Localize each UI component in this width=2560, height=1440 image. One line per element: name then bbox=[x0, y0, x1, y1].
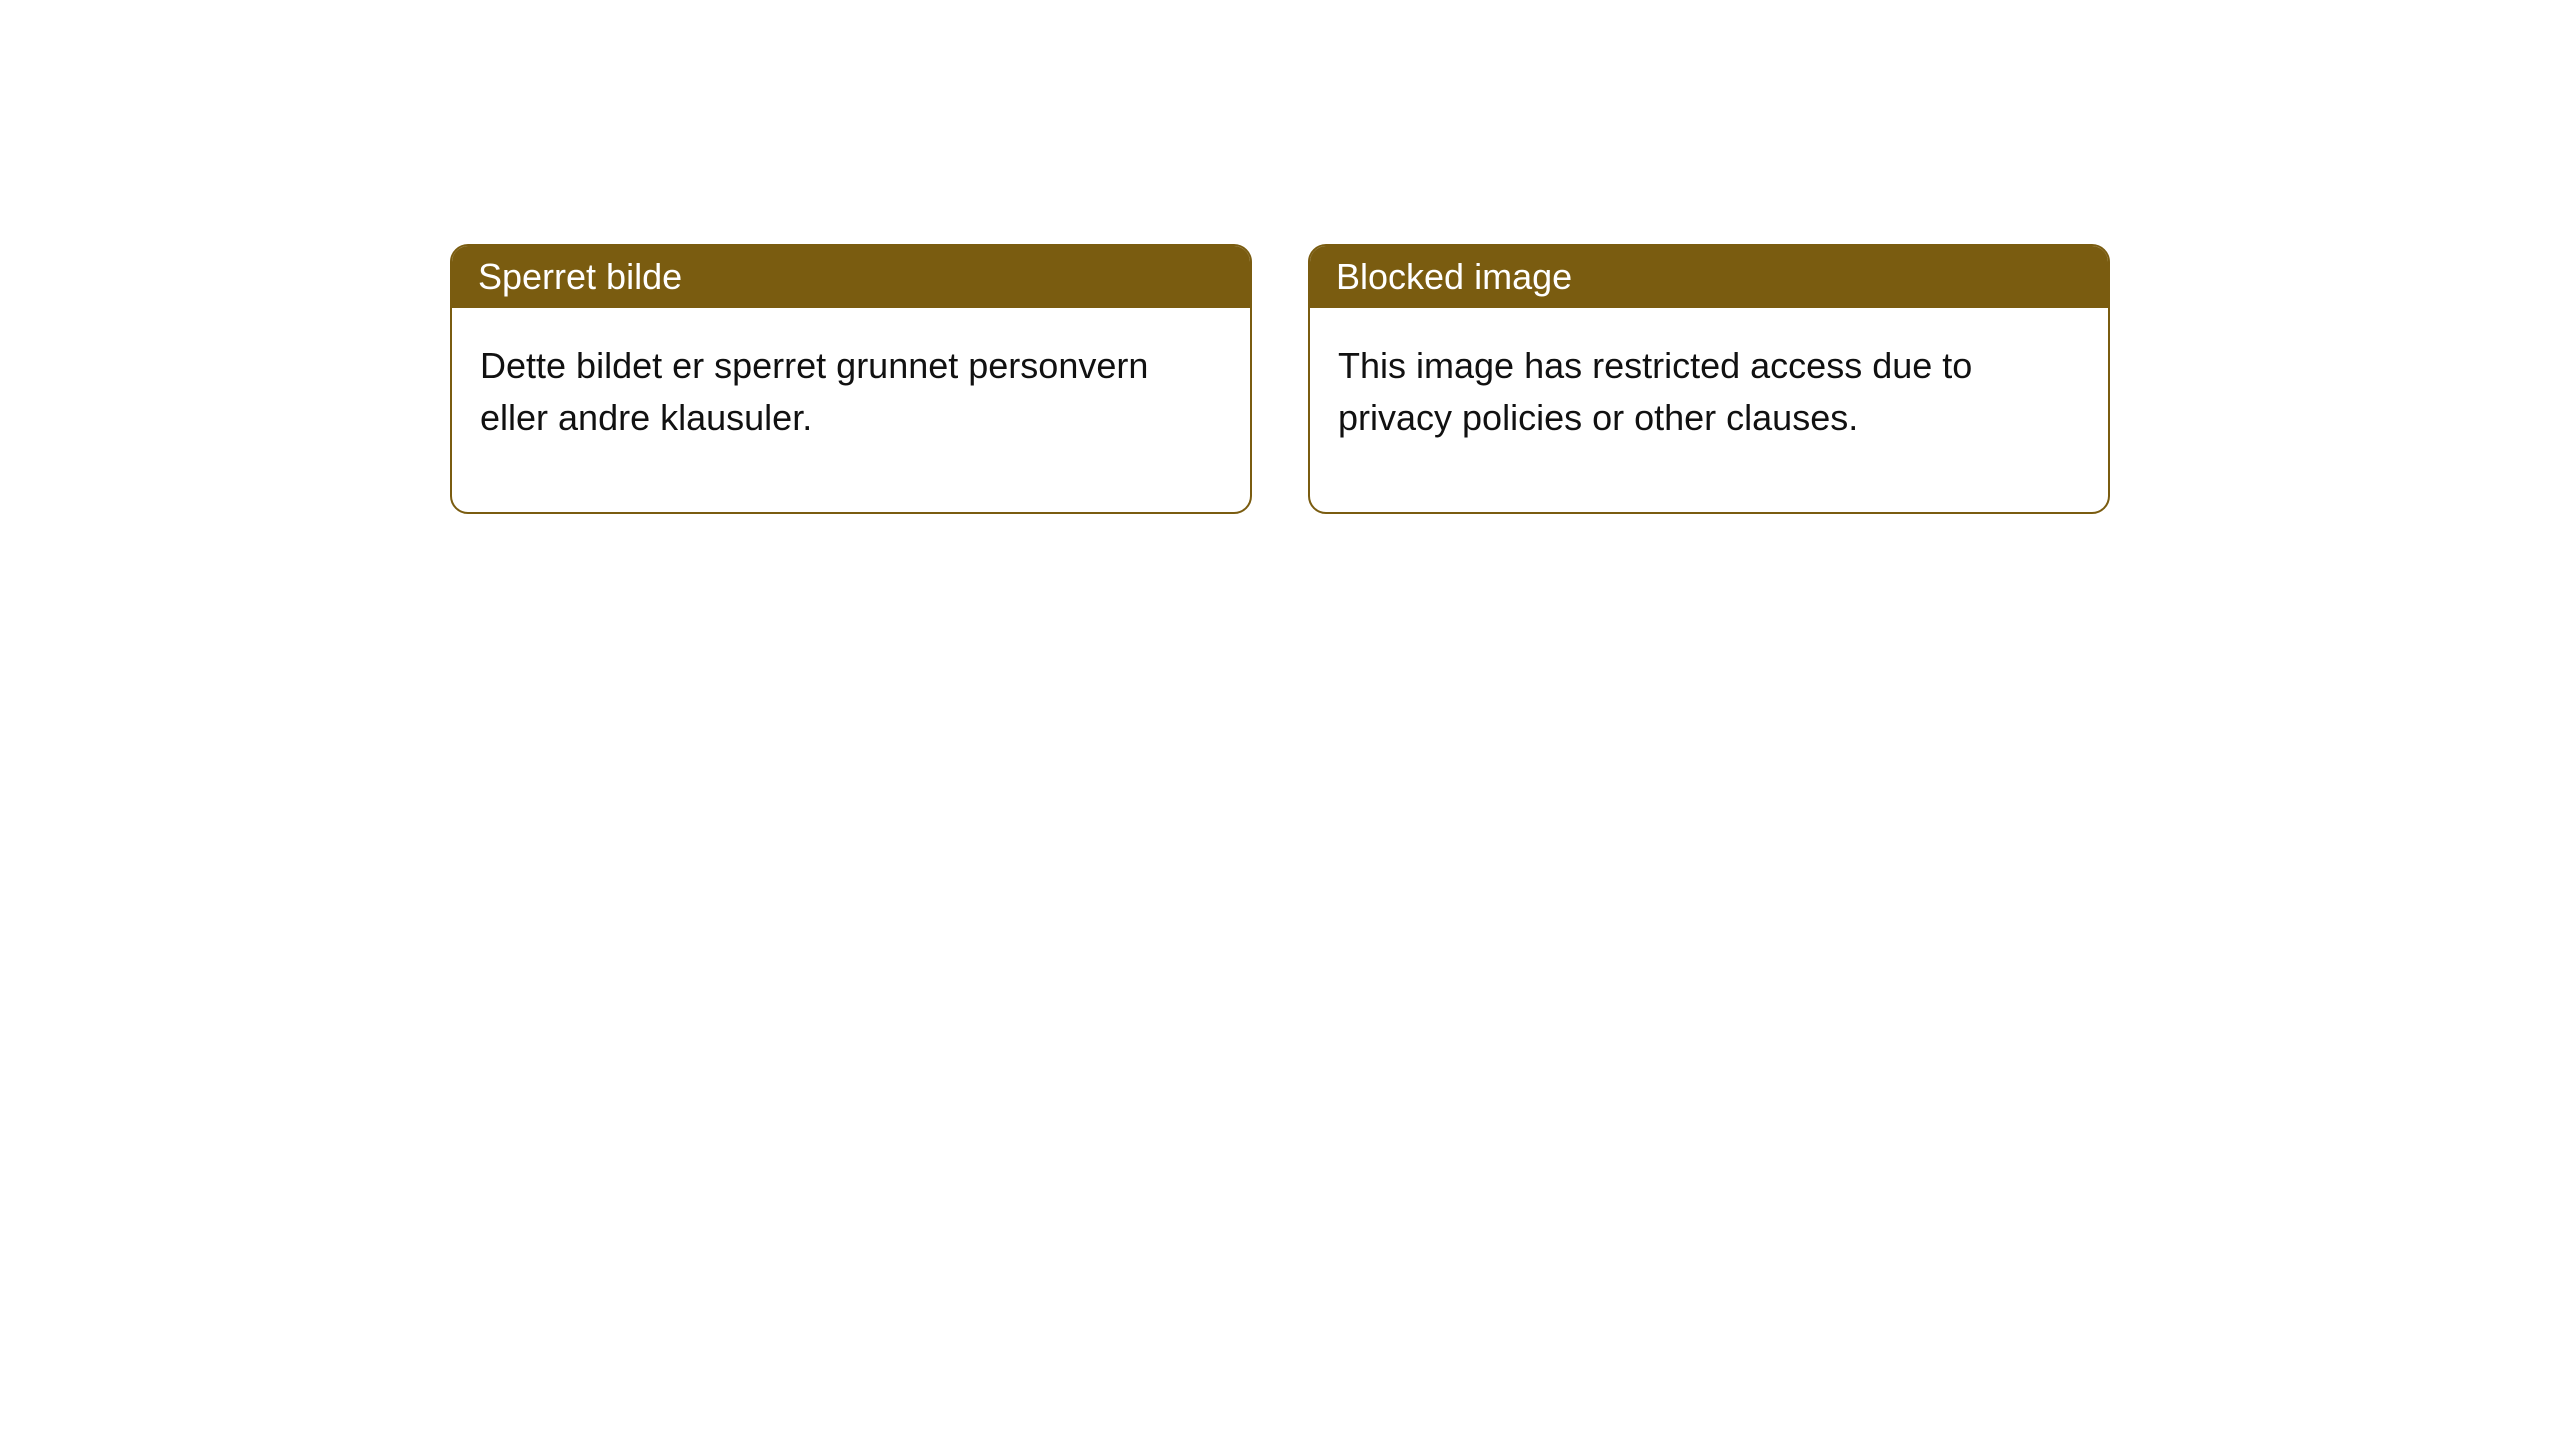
notice-container: Sperret bilde Dette bildet er sperret gr… bbox=[0, 0, 2560, 514]
notice-header: Sperret bilde bbox=[452, 246, 1250, 308]
notice-title-text: Sperret bilde bbox=[478, 256, 682, 297]
notice-body: Dette bildet er sperret grunnet personve… bbox=[452, 308, 1250, 512]
notice-body: This image has restricted access due to … bbox=[1310, 308, 2108, 512]
notice-header: Blocked image bbox=[1310, 246, 2108, 308]
notice-title-text: Blocked image bbox=[1336, 256, 1572, 297]
notice-box-norwegian: Sperret bilde Dette bildet er sperret gr… bbox=[450, 244, 1252, 514]
notice-body-text: This image has restricted access due to … bbox=[1338, 345, 1972, 438]
notice-box-english: Blocked image This image has restricted … bbox=[1308, 244, 2110, 514]
notice-body-text: Dette bildet er sperret grunnet personve… bbox=[480, 345, 1148, 438]
